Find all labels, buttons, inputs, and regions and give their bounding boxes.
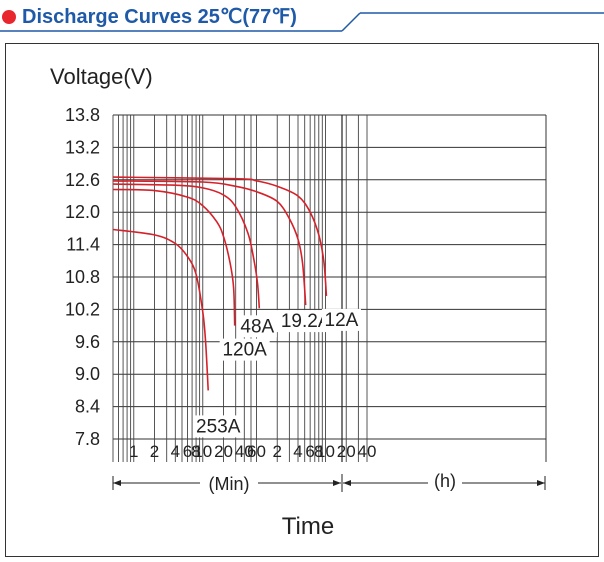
curve-label-48A: 48A (240, 316, 274, 337)
arrow-right-icon (333, 480, 341, 486)
curve-label-253A: 253A (196, 416, 241, 437)
arrow-right-icon (537, 480, 545, 486)
y-tick-label: 12.6 (65, 170, 100, 190)
y-tick-label: 9.6 (75, 332, 100, 352)
x-tick-label: 4 (293, 442, 302, 461)
x-tick-label: 8 (314, 442, 323, 461)
chart-frame (5, 43, 599, 557)
curve-19.2A (112, 180, 307, 306)
y-tick-label: 10.2 (65, 299, 100, 319)
x-tick-label: 10 (316, 442, 335, 461)
x-axis-label: Time (282, 513, 334, 540)
page-title: Discharge Curves 25℃(77℉) (22, 6, 297, 28)
time-units: (Min) (h) (112, 471, 546, 495)
x-tick-label: 2 (150, 442, 159, 461)
curve-253A (112, 228, 209, 391)
header-underline (0, 12, 604, 32)
y-axis-label: Voltage(V) (50, 64, 153, 89)
y-tick-label: 11.4 (66, 235, 100, 255)
y-tick-label: 8.4 (75, 397, 100, 417)
x-tick-label: 8 (191, 442, 200, 461)
x-tick-label: 1 (129, 442, 138, 461)
x-tick-label: 20 (214, 442, 233, 461)
x-tick-label: 2 (273, 442, 282, 461)
y-tick-label: 12.0 (65, 202, 100, 222)
y-tick-label: 10.8 (65, 267, 100, 287)
label-bg (237, 315, 277, 338)
bullet-icon (2, 10, 16, 24)
y-tick-label: 13.2 (65, 137, 100, 157)
curve-48A (112, 183, 261, 309)
curve-12A (112, 176, 328, 296)
y-tick-label: 13.8 (65, 105, 100, 125)
y-tick-label: 9.0 (75, 364, 100, 384)
curve-label-120A: 120A (222, 340, 267, 361)
x-tick-label: 60 (247, 442, 266, 461)
curve-label-12A: 12A (325, 310, 359, 331)
curves (112, 176, 328, 391)
x-tick-label: 40 (235, 442, 254, 461)
label-bg (219, 338, 270, 361)
arrow-left-icon (343, 480, 351, 486)
min-unit-label: (Min) (209, 474, 250, 494)
x-tick-label: 4 (171, 442, 180, 461)
label-bg (275, 310, 337, 333)
y-tick-labels: 13.8 13.2 12.6 12.0 11.4 10.8 10.2 9.6 9.0 8.4 7.8 (65, 105, 100, 449)
header: Discharge Curves 25℃(77℉) (0, 0, 604, 40)
grid (112, 114, 547, 462)
h-unit-label: (h) (434, 471, 456, 491)
label-bg (321, 308, 361, 331)
x-tick-label: 20 (337, 442, 356, 461)
y-tick-label: 7.8 (75, 429, 100, 449)
x-tick-label: 10 (193, 442, 212, 461)
arrow-left-icon (113, 480, 121, 486)
x-tick-label: 40 (358, 442, 377, 461)
curve-120A (112, 188, 236, 326)
label-bg (193, 415, 244, 438)
curve-label-19.2A: 19.2A (281, 311, 331, 332)
x-tick-label: 6 (183, 442, 192, 461)
x-tick-label: 6 (305, 442, 314, 461)
